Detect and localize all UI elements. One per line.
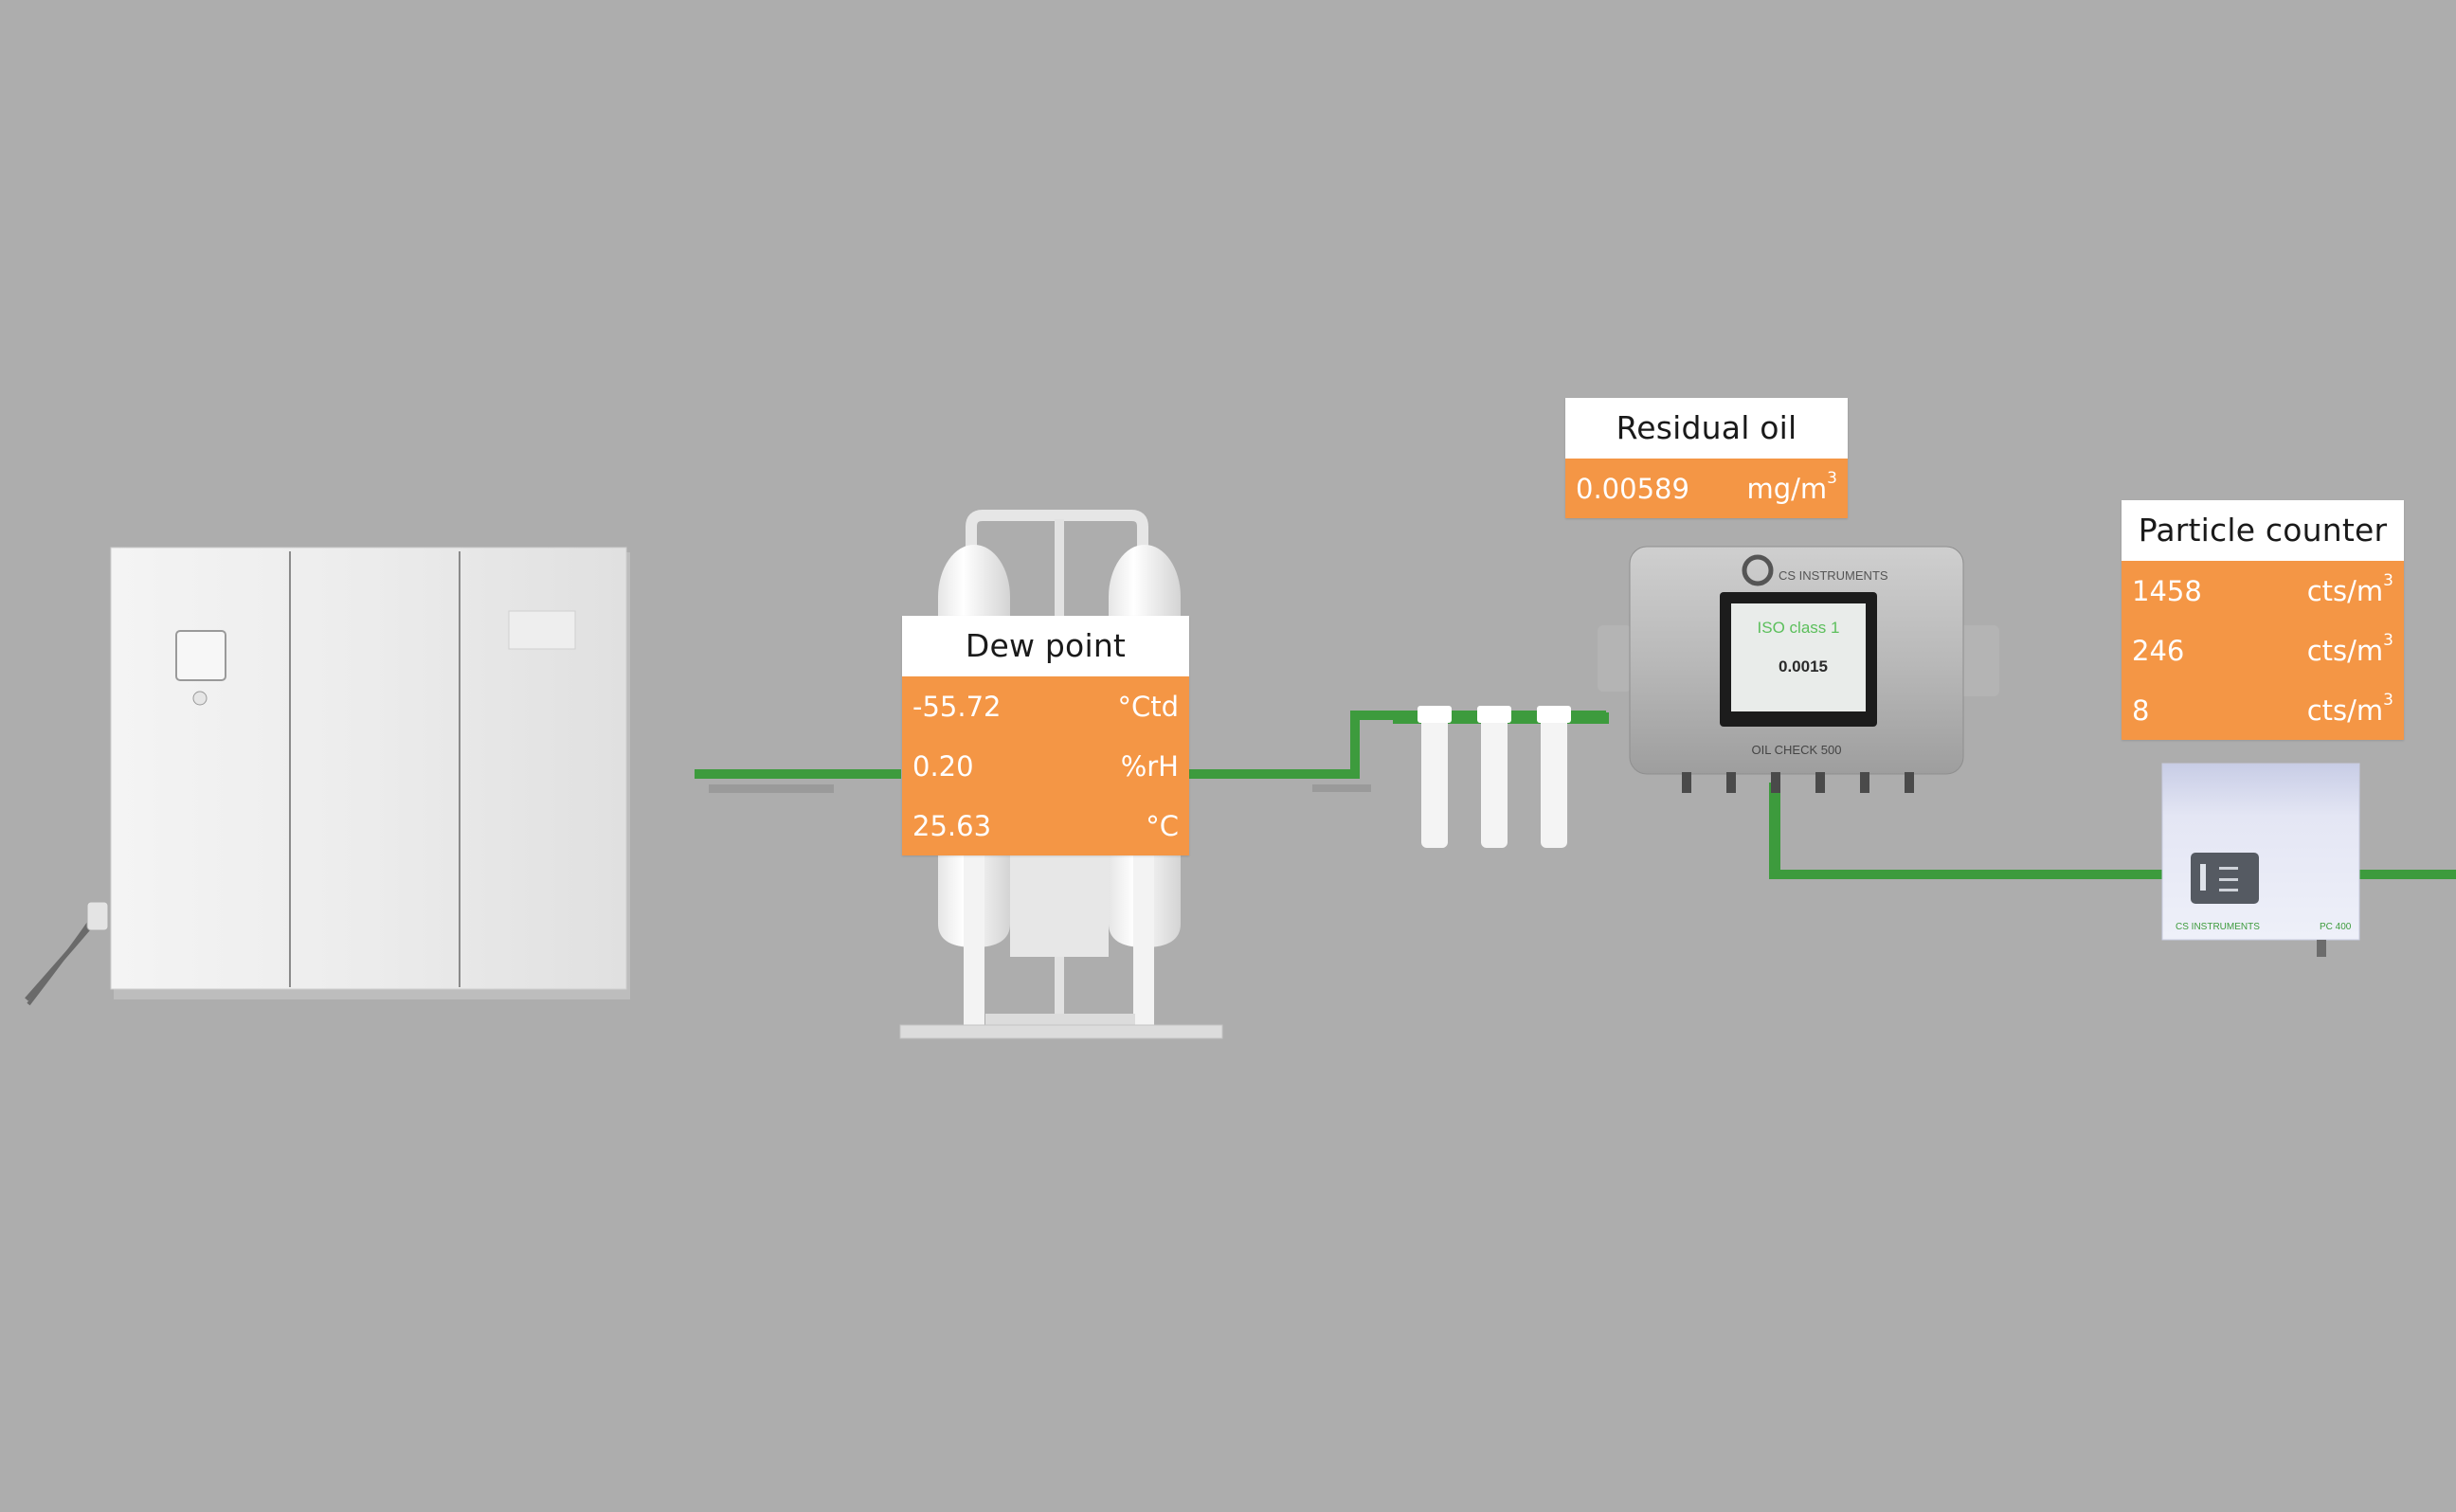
oil-check-screen-title: ISO class 1 (1758, 619, 1840, 637)
particle-reading: 8 cts/m3 (2122, 680, 2404, 740)
dew-point-panel: Dew point -55.72 °Ctd 0.20 %rH 25.63 °C (902, 616, 1189, 855)
reading-unit: mg/m3 (1746, 468, 1837, 505)
residual-oil-reading: 0.00589 mg/m3 (1565, 459, 1848, 518)
reading-unit: °Ctd (1117, 690, 1179, 723)
reading-value: 246 (2132, 634, 2185, 667)
reading-value: 0.00589 (1576, 472, 1689, 505)
reading-unit: cts/m3 (2306, 570, 2393, 607)
filter-icon (1393, 706, 1609, 848)
particle-counter-title: Particle counter (2122, 500, 2404, 561)
reading-value: 8 (2132, 693, 2150, 727)
compressor-icon (25, 547, 630, 1006)
reading-unit: °C (1146, 809, 1179, 842)
dew-point-reading: -55.72 °Ctd (902, 676, 1189, 736)
particle-counter-device-icon: CS INSTRUMENTS PC 400 (2161, 763, 2360, 957)
dew-point-title: Dew point (902, 616, 1189, 676)
particle-counter-panel: Particle counter 1458 cts/m3 246 cts/m3 … (2122, 500, 2404, 740)
oil-check-model: OIL CHECK 500 (1752, 743, 1842, 757)
oil-check-device-icon: CS INSTRUMENTS ISO class 1 0.0015 OIL CH… (1598, 546, 1999, 793)
reading-unit: %rH (1120, 749, 1179, 783)
reading-value: 25.63 (912, 809, 992, 842)
reading-value: 0.20 (912, 749, 974, 783)
residual-oil-title: Residual oil (1565, 398, 1848, 459)
reading-value: 1458 (2132, 574, 2202, 607)
reading-unit: cts/m3 (2306, 630, 2393, 667)
pc-brand: CS INSTRUMENTS (2176, 922, 2260, 932)
particle-reading: 1458 cts/m3 (2122, 561, 2404, 621)
oil-check-brand: CS INSTRUMENTS (1779, 568, 1888, 583)
humidity-reading: 0.20 %rH (902, 736, 1189, 796)
pc-model: PC 400 (2320, 922, 2352, 932)
particle-reading: 246 cts/m3 (2122, 621, 2404, 680)
reading-value: -55.72 (912, 690, 1002, 723)
residual-oil-panel: Residual oil 0.00589 mg/m3 (1565, 398, 1848, 518)
temperature-reading: 25.63 °C (902, 796, 1189, 855)
reading-unit: cts/m3 (2306, 690, 2393, 727)
oil-check-screen-value: 0.0015 (1779, 657, 1828, 675)
